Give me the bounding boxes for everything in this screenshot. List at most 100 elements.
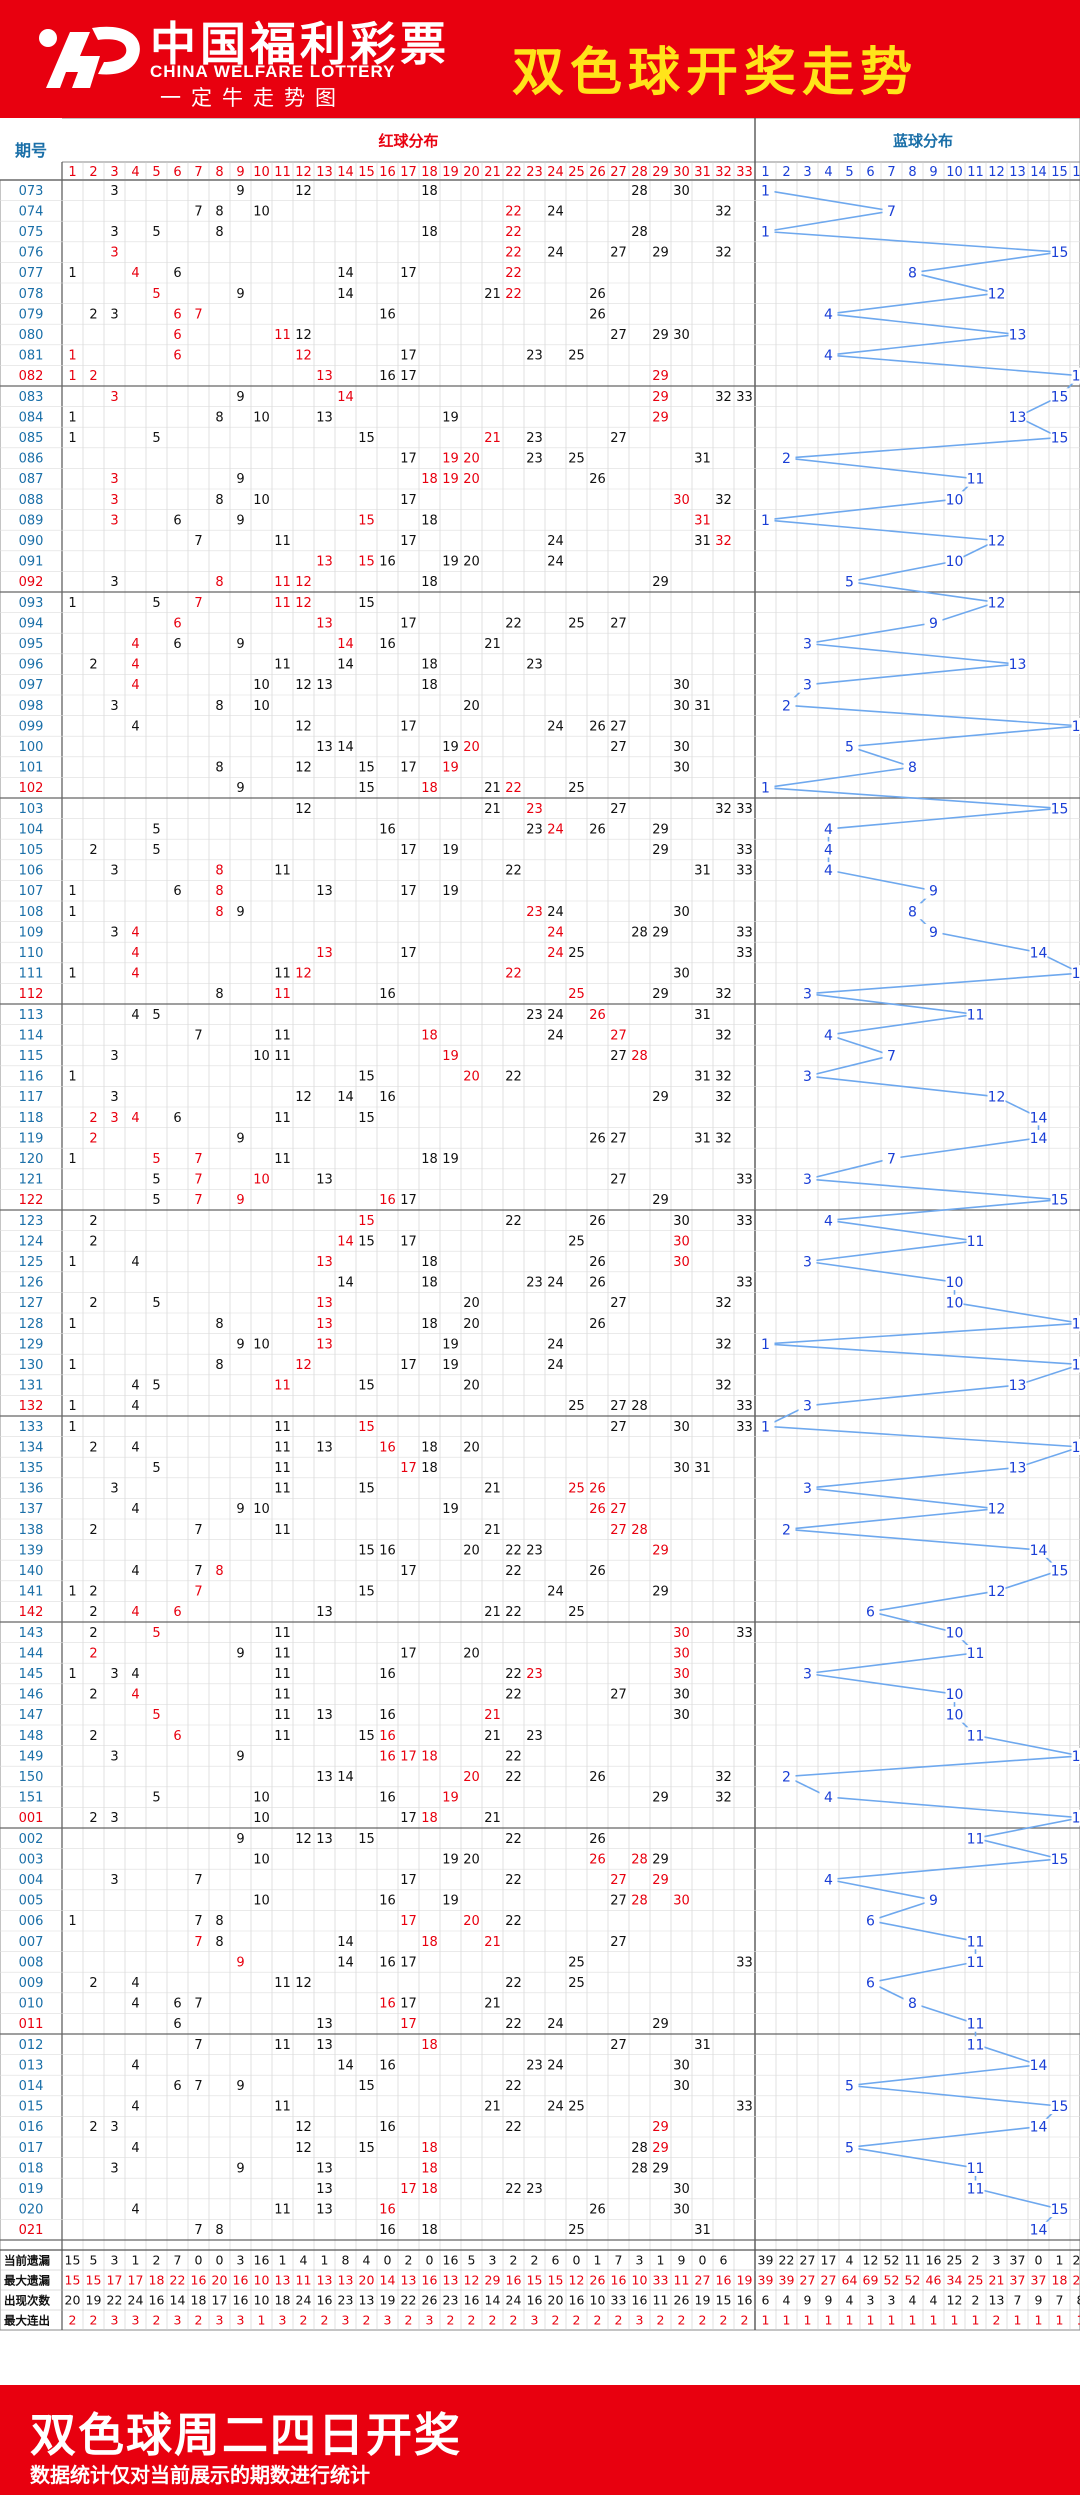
stats-red-value: 2	[153, 2312, 161, 2327]
stats-blue-value: 7	[1056, 2292, 1064, 2307]
red-ball-number: 11	[274, 864, 291, 879]
red-ball-number: 4	[131, 1667, 139, 1682]
stats-red-value: 16	[317, 2292, 333, 2307]
blue-ball-number: 11	[967, 1934, 985, 1950]
blue-ball-number: 12	[988, 1584, 1006, 1600]
red-ball-number: 3	[110, 864, 118, 879]
red-ball-number: 17	[400, 2182, 417, 2197]
red-ball-number: 30	[673, 1667, 690, 1682]
stats-red-value: 3	[384, 2312, 392, 2327]
red-col-number: 28	[631, 165, 648, 180]
period-label: 094	[19, 616, 44, 631]
blue-header: 蓝球分布	[893, 132, 953, 150]
period-label: 116	[19, 1070, 44, 1085]
stats-blue-value: 52	[884, 2272, 900, 2287]
red-ball-number: 31	[694, 864, 711, 879]
red-ball-number: 2	[89, 1646, 97, 1661]
stats-red-value: 19	[737, 2272, 753, 2287]
red-ball-number: 4	[131, 1605, 139, 1620]
stats-blue-value: 4	[930, 2292, 938, 2307]
red-ball-number: 17	[400, 719, 417, 734]
red-ball-number: 30	[673, 2182, 690, 2197]
blue-col-number: 15	[1051, 165, 1068, 180]
stats-red-value: 2	[363, 2312, 371, 2327]
red-ball-number: 24	[547, 719, 564, 734]
red-ball-number: 6	[173, 349, 181, 364]
red-ball-number: 2	[89, 1729, 97, 1744]
red-ball-number: 15	[358, 596, 375, 611]
red-ball-number: 9	[236, 1832, 244, 1847]
blue-ball-number: 16	[1072, 1358, 1080, 1374]
blue-ball-bg	[1029, 2118, 1048, 2135]
period-label: 139	[19, 1543, 44, 1558]
red-ball-number: 3	[110, 390, 118, 405]
red-ball-number: 24	[547, 2100, 564, 2115]
stats-red-value: 3	[237, 2252, 245, 2267]
red-col-number: 21	[484, 165, 501, 180]
blue-ball-bg	[966, 1232, 985, 1249]
blue-ball-number: 15	[1051, 245, 1069, 261]
stats-red-value: 10	[254, 2292, 270, 2307]
red-ball-number: 3	[110, 699, 118, 714]
stats-blue-value: 3	[888, 2292, 896, 2307]
red-ball-number: 26	[589, 1276, 606, 1291]
red-ball-number: 18	[421, 2141, 438, 2156]
red-ball-number: 4	[131, 637, 139, 652]
period-label: 134	[19, 1440, 44, 1455]
red-ball-number: 20	[463, 699, 480, 714]
red-ball-number: 19	[442, 1049, 459, 1064]
red-ball-number: 18	[421, 2161, 438, 2176]
red-ball-number: 26	[589, 1008, 606, 1023]
red-ball-number: 20	[463, 1317, 480, 1332]
blue-ball-number: 11	[967, 2182, 985, 2198]
period-label: 146	[19, 1688, 44, 1703]
blue-ball-bg	[1071, 1356, 1080, 1373]
stats-red-value: 26	[422, 2292, 438, 2307]
red-ball-number: 24	[547, 555, 564, 570]
red-ball-number: 10	[253, 1791, 270, 1806]
red-ball-number: 11	[274, 967, 291, 982]
period-label: 133	[19, 1420, 44, 1435]
blue-ball-bg	[798, 635, 817, 652]
blue-ball-bg	[1050, 2201, 1069, 2218]
red-ball-number: 14	[337, 390, 354, 405]
red-ball-number: 1	[68, 1255, 76, 1270]
red-ball-number: 4	[131, 719, 139, 734]
red-ball-number: 10	[253, 678, 270, 693]
stats-blue-value: 20	[1073, 2272, 1080, 2287]
red-ball-number: 29	[652, 925, 669, 940]
red-ball-number: 29	[652, 1852, 669, 1867]
period-label: 143	[19, 1626, 44, 1641]
red-ball-number: 8	[215, 1358, 223, 1373]
period-label: 149	[19, 1749, 44, 1764]
stats-red-value: 16	[233, 2292, 249, 2307]
red-ball-number: 2	[89, 1523, 97, 1538]
blue-ball-bg	[1008, 326, 1027, 343]
blue-ball-number: 1	[761, 781, 770, 797]
blue-ball-bg	[798, 676, 817, 693]
period-label: 079	[19, 307, 44, 322]
stats-red-value: 0	[699, 2252, 707, 2267]
blue-ball-number: 2	[782, 451, 791, 467]
red-ball-number: 15	[358, 1585, 375, 1600]
red-ball-number: 10	[253, 1502, 270, 1517]
blue-ball-bg	[903, 903, 922, 920]
period-label: 082	[19, 369, 44, 384]
stats-red-value: 15	[716, 2292, 732, 2307]
red-ball-number: 5	[152, 1708, 160, 1723]
red-ball-number: 4	[131, 925, 139, 940]
red-col-number: 17	[400, 165, 417, 180]
period-label: 103	[19, 802, 44, 817]
red-ball-number: 8	[215, 699, 223, 714]
red-ball-number: 27	[610, 1523, 627, 1538]
red-ball-number: 16	[379, 1667, 396, 1682]
red-ball-number: 7	[194, 1935, 202, 1950]
period-label: 105	[19, 843, 44, 858]
red-ball-number: 22	[505, 1688, 522, 1703]
red-ball-number: 22	[505, 1667, 522, 1682]
stats-blue-value: 4	[846, 2292, 854, 2307]
red-ball-number: 11	[274, 987, 291, 1002]
red-ball-number: 25	[568, 1955, 585, 1970]
period-label: 132	[19, 1399, 44, 1414]
